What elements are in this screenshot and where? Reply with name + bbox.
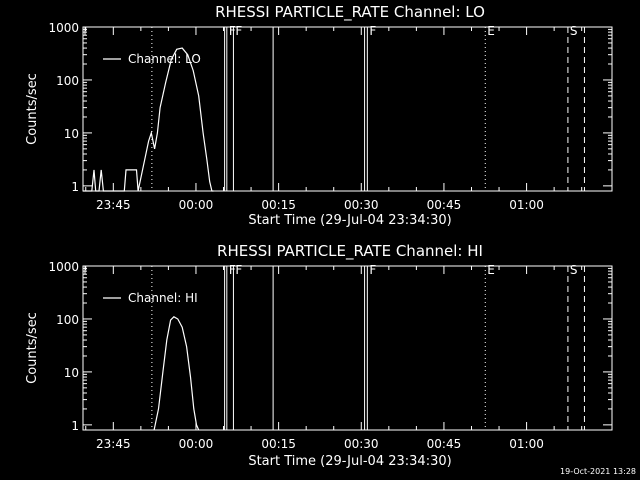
hi-event-marker-label-3: F bbox=[235, 263, 242, 277]
hi-legend-label: Channel: HI bbox=[128, 291, 198, 305]
hi-channel-panel: RHESSI PARTICLE_RATE Channel: HI Start T… bbox=[25, 242, 613, 469]
lo-series-line-0 bbox=[83, 47, 214, 192]
lo-x-tick-label-2: 00:15 bbox=[261, 198, 296, 212]
hi-y-axis-label: Counts/sec bbox=[25, 312, 40, 384]
lo-event-marker-label-2: F bbox=[229, 24, 236, 38]
hi-x-tick-label-2: 00:15 bbox=[261, 437, 296, 451]
lo-y-tick-label-0: 1 bbox=[71, 180, 79, 194]
hi-chart-title: RHESSI PARTICLE_RATE Channel: HI bbox=[217, 242, 483, 261]
hi-y-tick-label-3: 1000 bbox=[48, 260, 79, 274]
lo-y-tick-label-2: 100 bbox=[56, 74, 79, 88]
lo-x-tick-label-0: 23:45 bbox=[96, 198, 131, 212]
lo-event-marker-label-3: F bbox=[235, 24, 242, 38]
hi-event-marker-label-7: E bbox=[487, 263, 495, 277]
hi-plot-frame bbox=[82, 265, 613, 431]
hi-x-tick-label-4: 00:45 bbox=[427, 437, 462, 451]
hi-event-marker-label-2: F bbox=[229, 263, 236, 277]
hi-x-tick-label-3: 00:30 bbox=[344, 437, 379, 451]
hi-y-tick-label-2: 100 bbox=[56, 313, 79, 327]
lo-x-tick-label-1: 00:00 bbox=[179, 198, 214, 212]
lo-chart-title: RHESSI PARTICLE_RATE Channel: LO bbox=[215, 3, 485, 22]
lo-channel-panel: RHESSI PARTICLE_RATE Channel: LO Start T… bbox=[25, 3, 613, 228]
lo-y-tick-label-1: 10 bbox=[64, 127, 79, 141]
hi-event-marker-label-8: S bbox=[570, 263, 578, 277]
hi-y-tick-label-0: 1 bbox=[71, 419, 79, 433]
lo-x-tick-label-5: 01:00 bbox=[509, 198, 544, 212]
lo-x-tick-label-4: 00:45 bbox=[427, 198, 462, 212]
hi-x-tick-label-1: 00:00 bbox=[179, 437, 214, 451]
hi-x-tick-label-0: 23:45 bbox=[96, 437, 131, 451]
footer-timestamp: 19-Oct-2021 13:28 bbox=[560, 467, 636, 476]
lo-event-marker-label-8: S bbox=[570, 24, 578, 38]
lo-y-axis-label: Counts/sec bbox=[25, 73, 40, 145]
lo-x-axis-label: Start Time (29-Jul-04 23:34:30) bbox=[248, 213, 451, 228]
lo-y-tick-label-3: 1000 bbox=[48, 21, 79, 35]
lo-legend-label: Channel: LO bbox=[128, 52, 201, 66]
lo-x-tick-label-3: 00:30 bbox=[344, 198, 379, 212]
lo-plot-frame bbox=[82, 26, 613, 192]
hi-x-axis-label: Start Time (29-Jul-04 23:34:30) bbox=[248, 454, 451, 469]
lo-event-marker-label-6: F bbox=[369, 24, 376, 38]
hi-x-tick-label-5: 01:00 bbox=[509, 437, 544, 451]
hi-event-marker-label-6: F bbox=[369, 263, 376, 277]
hi-y-tick-label-1: 10 bbox=[64, 366, 79, 380]
hi-series-line-0 bbox=[153, 316, 200, 431]
lo-event-marker-label-7: E bbox=[487, 24, 495, 38]
